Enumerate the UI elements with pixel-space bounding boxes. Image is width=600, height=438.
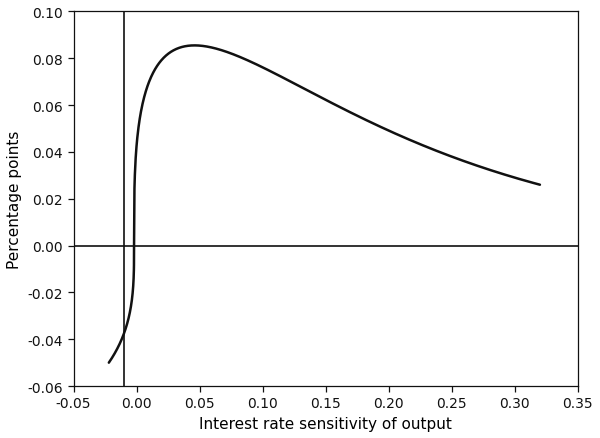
Y-axis label: Percentage points: Percentage points: [7, 130, 22, 268]
X-axis label: Interest rate sensitivity of output: Interest rate sensitivity of output: [199, 416, 452, 431]
